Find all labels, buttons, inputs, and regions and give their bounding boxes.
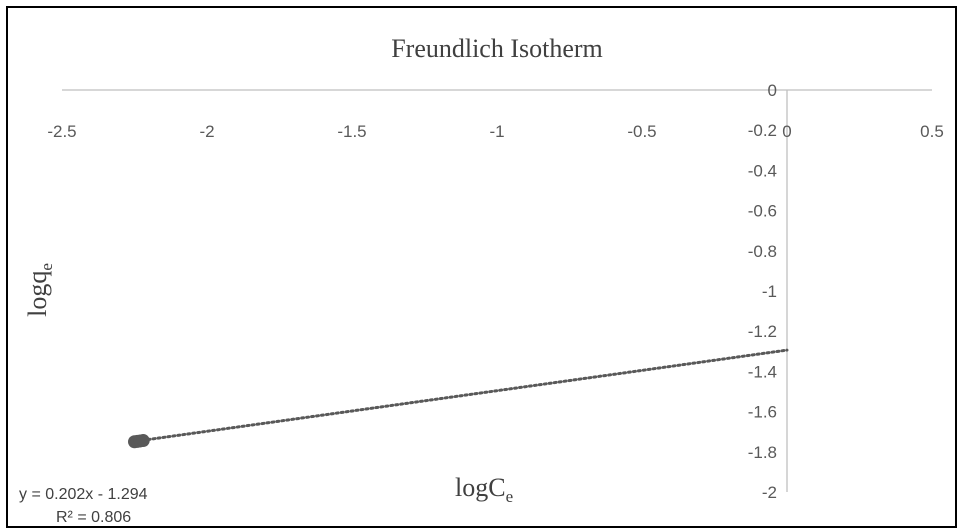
y-tick-label: -1.4 (748, 362, 777, 381)
y-tick-label: -0.8 (748, 242, 777, 261)
x-tick-label: -1 (489, 122, 504, 141)
y-tick-label: -1.2 (748, 322, 777, 341)
y-axis-label-sub: e (37, 263, 56, 271)
y-tick-label: -0.6 (748, 202, 777, 221)
trendline (141, 348, 789, 442)
x-axis-label-sub: e (506, 487, 514, 506)
x-axis-label-main: logC (455, 473, 506, 502)
y-tick-label: -2 (762, 483, 777, 502)
y-tick-label: -1.6 (748, 403, 777, 422)
y-tick-label: -1 (762, 282, 777, 301)
y-axis-label: logqe (23, 263, 56, 317)
chart-title: Freundlich Isotherm (391, 34, 603, 63)
trendline-equation: y = 0.202x - 1.294 (19, 486, 148, 503)
y-tick-label: -1.8 (748, 443, 777, 462)
y-tick-label: -0.4 (748, 161, 777, 180)
chart-frame (6, 6, 957, 528)
y-tick-label: -0.2 (748, 121, 777, 140)
data-point (136, 434, 150, 448)
trendline-r-squared: R² = 0.806 (56, 509, 131, 526)
y-axis-label-main: logq (23, 271, 52, 317)
y-tick-label: 0 (768, 81, 777, 100)
x-tick-label: -2 (199, 122, 214, 141)
x-tick-label: -0.5 (627, 122, 656, 141)
y-tick-labels: 0 -0.2 -0.4 -0.6 -0.8 -1 -1.2 -1.4 -1.6 -1.8 -2 (748, 81, 777, 502)
x-tick-label: 0 (782, 122, 791, 141)
x-axis-label: logCe (455, 473, 513, 506)
x-tick-label: -2.5 (47, 122, 76, 141)
x-tick-label: -1.5 (337, 122, 366, 141)
x-tick-label: 0.5 (920, 122, 944, 141)
x-tick-labels: -2.5 -2 -1.5 -1 -0.5 0 0.5 (47, 122, 943, 141)
data-points (128, 434, 150, 449)
